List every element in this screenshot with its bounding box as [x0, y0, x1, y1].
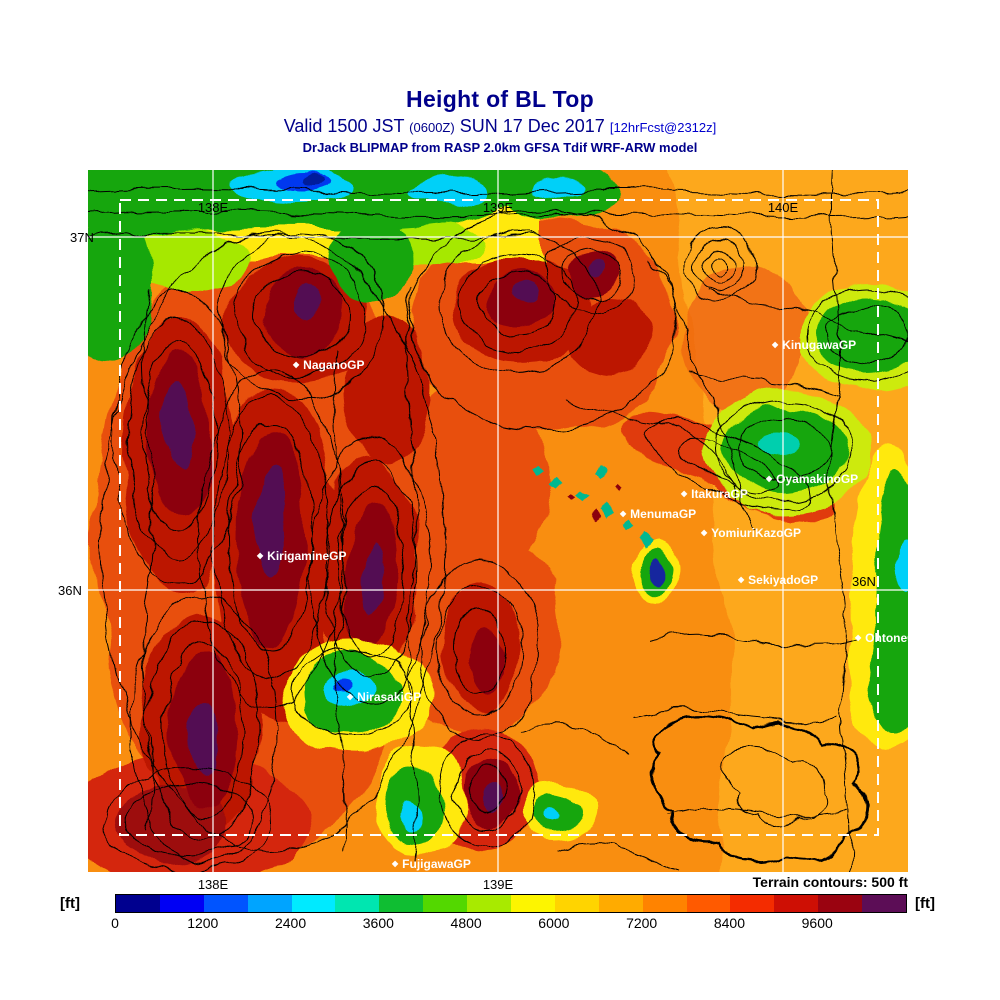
station-label: NirasakiGP — [357, 690, 422, 704]
colorbar-segment — [686, 895, 731, 912]
station-sekiyadogp: ◆ SekiyadoGP — [738, 573, 818, 587]
station-diamond-icon: ◆ — [772, 340, 779, 349]
station-label: KirigamineGP — [267, 549, 347, 563]
station-diamond-icon: ◆ — [392, 859, 399, 868]
colorbar-unit-right: [ft] — [915, 895, 935, 912]
domain-boundary-dashed — [119, 199, 879, 836]
terrain-map-canvas — [88, 170, 908, 872]
colorbar-segment — [598, 895, 643, 912]
colorbar-segment — [423, 895, 468, 912]
colorbar-segment — [467, 895, 512, 912]
colorbar-tick: 7200 — [626, 915, 658, 931]
station-fujigawagp: ◆ FujigawaGP — [392, 857, 471, 871]
terrain-contours-note: Terrain contours: 500 ft — [752, 874, 908, 890]
colorbar-segment — [554, 895, 599, 912]
map: 138E 139E 140E 36N ◆ NaganoGP ◆ KinugawaGP ◆… — [88, 170, 908, 872]
colorbar-tick: 6000 — [538, 915, 570, 931]
station-diamond-icon: ◆ — [766, 474, 773, 483]
station-naganogp: ◆ NaganoGP — [293, 358, 365, 372]
valid-zulu: (0600Z) — [409, 120, 455, 135]
lat-label-36n-right: 36N — [852, 574, 876, 589]
valid-date: SUN 17 Dec 2017 — [459, 116, 605, 136]
valid-line: Valid 1500 JST (0600Z) SUN 17 Dec 2017 [… — [0, 116, 1000, 137]
station-diamond-icon: ◆ — [738, 575, 745, 584]
colorbar-unit-left: [ft] — [60, 895, 80, 912]
station-label: MenumaGP — [630, 507, 697, 521]
station-kinugawagp: ◆ KinugawaGP — [772, 338, 856, 352]
colorbar-segment — [335, 895, 380, 912]
station-diamond-icon: ◆ — [257, 551, 264, 560]
lon-label-138e-top: 138E — [197, 200, 229, 215]
terrain-contour-layer — [88, 170, 908, 872]
station-label: YomiuriKazoGP — [711, 526, 801, 540]
colorbar-segment — [159, 895, 204, 912]
station-label: KinugawaGP — [782, 338, 857, 352]
station-diamond-icon: ◆ — [855, 633, 862, 642]
station-diamond-icon: ◆ — [681, 489, 688, 498]
page-title: Height of BL Top — [406, 86, 594, 112]
station-diamond-icon: ◆ — [701, 528, 708, 537]
colorbar-segment — [730, 895, 775, 912]
colorbar-segment — [774, 895, 819, 912]
boundary-contour — [649, 715, 871, 866]
header: Height of BL Top Valid 1500 JST (0600Z) … — [0, 86, 1000, 155]
station-label: FujigawaGP — [402, 857, 471, 871]
station-label: OhtoneGP — [865, 631, 908, 645]
colorbar-tick: 9600 — [801, 915, 833, 931]
lon-label-139e-bottom: 139E — [482, 877, 514, 892]
colorbar-tick: 4800 — [450, 915, 482, 931]
colorbar-segment — [379, 895, 424, 912]
station-yomiurikazogp: ◆ YomiuriKazoGP — [701, 526, 801, 540]
station-diamond-icon: ◆ — [620, 509, 627, 518]
lat-label-36n-left: 36N — [58, 583, 82, 598]
lon-label-139e-top: 139E — [482, 200, 514, 215]
colorbar-segment — [818, 895, 863, 912]
station-label: NaganoGP — [303, 358, 365, 372]
colorbar-segment — [203, 895, 248, 912]
station-itakuragp: ◆ ItakuraGP — [681, 487, 748, 501]
station-label: ItakuraGP — [691, 487, 748, 501]
colorbar-segment — [642, 895, 687, 912]
colorbar-segment — [291, 895, 336, 912]
colorbar-segment — [247, 895, 292, 912]
colorbar-ticks: 0 1200 2400 3600 4800 6000 7200 8400 9600 — [111, 915, 905, 931]
lat-label-37n-left: 37N — [70, 230, 94, 245]
latlon-grid — [88, 170, 908, 872]
colorbar-tick: 2400 — [274, 915, 307, 931]
station-label: SekiyadoGP — [748, 573, 819, 587]
station-diamond-icon: ◆ — [347, 692, 354, 701]
colorbar-tick: 1200 — [187, 915, 219, 931]
colorbar-segment — [116, 895, 160, 912]
colorbar-tick: 3600 — [362, 915, 394, 931]
colorbar-segment — [862, 895, 907, 912]
colorbar — [115, 894, 907, 913]
station-menumagp: ◆ MenumaGP — [620, 507, 696, 521]
station-nirasakigp: ◆ NirasakiGP — [347, 690, 421, 704]
station-oyamakinogp: ◆ OyamakinoGP — [766, 472, 858, 486]
lon-label-138e-bottom: 138E — [197, 877, 229, 892]
colorbar-segment — [511, 895, 555, 912]
lon-label-140e-top: 140E — [767, 200, 799, 215]
station-ohtonegp: ◆OhtoneGP — [855, 631, 908, 645]
colorbar-tick: 8400 — [713, 915, 746, 931]
station-diamond-icon: ◆ — [293, 360, 300, 369]
station-label: OyamakinoGP — [776, 472, 859, 486]
station-kirigaminegp: ◆ KirigamineGP — [257, 549, 347, 563]
model-line: DrJack BLIPMAP from RASP 2.0km GFSA Tdif… — [302, 140, 698, 155]
colorbar-tick: 0 — [111, 915, 119, 931]
valid-prefix: Valid 1500 JST — [283, 116, 405, 136]
fcst-tag: [12hrFcst@2312z] — [609, 120, 717, 135]
